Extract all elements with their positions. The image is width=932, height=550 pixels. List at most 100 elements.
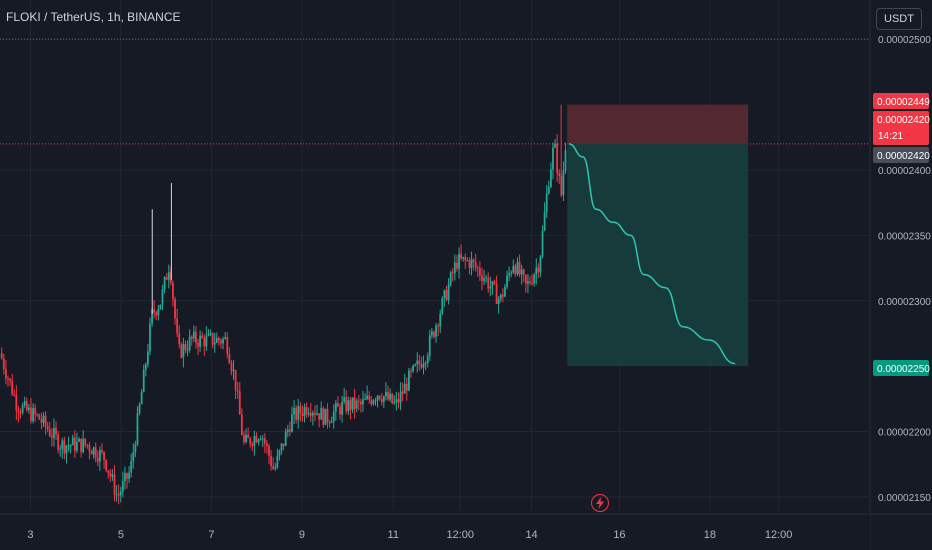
y-tick-label: 0.00002400 <box>878 166 931 177</box>
candle-body <box>65 445 68 454</box>
candle-body <box>176 318 179 334</box>
take-profit-zone <box>567 143 749 367</box>
candle-body <box>192 331 195 339</box>
x-tick-label: 14 <box>525 529 537 541</box>
x-tick-label: 7 <box>208 529 214 541</box>
candle-body <box>476 267 479 269</box>
x-tick-label: 16 <box>613 529 625 541</box>
candle-body <box>188 336 191 350</box>
x-tick-label: 5 <box>118 529 124 541</box>
candle-body <box>230 362 233 371</box>
candle-body <box>362 399 364 405</box>
candle-body <box>426 355 429 363</box>
candle-body <box>61 440 64 449</box>
candle-body <box>430 331 433 336</box>
candle-body <box>263 438 266 444</box>
candle-body <box>405 383 408 391</box>
candle-body <box>489 286 492 289</box>
candle-body <box>439 313 442 327</box>
candle-body <box>487 277 490 289</box>
candle-body <box>341 401 343 415</box>
candle-body <box>399 391 402 403</box>
candle-body <box>447 284 450 301</box>
lightning-event-icon[interactable] <box>591 494 609 512</box>
candle-body <box>345 397 348 412</box>
countdown-label: 14:21 <box>878 131 903 142</box>
candle-body <box>9 378 11 381</box>
candle-body <box>115 494 118 496</box>
stop-loss-zone <box>567 104 749 144</box>
candle-body <box>522 269 525 276</box>
candle-body <box>520 269 523 275</box>
candle-body <box>516 261 519 275</box>
candle-body <box>474 261 477 268</box>
candle-body <box>234 369 237 391</box>
candle-body <box>305 407 308 415</box>
candle-body <box>203 338 206 347</box>
candle-body <box>121 480 124 492</box>
candle-body <box>435 325 437 337</box>
candle-body <box>144 364 147 370</box>
candle-body <box>420 364 423 368</box>
price-label: 0.00002449 <box>877 97 930 108</box>
candle-body <box>410 370 412 372</box>
candle-body <box>17 410 20 413</box>
candle-body <box>96 458 99 462</box>
x-tick-label: 9 <box>299 529 305 541</box>
candle-body <box>98 450 101 462</box>
candle-body <box>249 437 252 445</box>
candle-body <box>228 353 231 363</box>
candle-body <box>485 277 488 279</box>
candle-body <box>491 281 494 287</box>
candle-body <box>288 429 291 432</box>
candle-body <box>320 408 323 420</box>
candle-body <box>366 395 369 400</box>
candle-body <box>370 399 373 404</box>
candle-body <box>518 261 521 275</box>
candle-body <box>359 401 362 405</box>
candle-body <box>385 391 387 397</box>
candle-body <box>408 370 410 391</box>
candle-body <box>380 398 383 403</box>
candle-body <box>82 438 85 453</box>
candle-body <box>401 391 404 394</box>
candle-body <box>349 400 352 410</box>
candle-body <box>330 421 333 423</box>
candle-body <box>238 391 241 415</box>
candle-body <box>501 294 504 297</box>
candle-body <box>458 253 460 269</box>
candle-body <box>32 407 34 422</box>
candle-body <box>483 278 485 281</box>
candle-body <box>353 397 356 409</box>
candle-body <box>393 401 396 403</box>
candle-body <box>27 407 30 411</box>
x-tick-label: 18 <box>704 529 716 541</box>
candle-body <box>240 414 243 435</box>
candle-body <box>324 408 327 425</box>
candle-body <box>303 407 306 417</box>
candle-body <box>21 405 24 413</box>
candle-body <box>36 414 39 416</box>
candle-body <box>414 364 417 366</box>
currency-selector-button[interactable]: USDT <box>876 8 922 30</box>
candle-body <box>549 169 552 188</box>
candle-body <box>531 283 533 285</box>
candle-body <box>53 427 55 438</box>
candle-body <box>451 272 454 274</box>
candle-body <box>286 429 289 432</box>
candle-body <box>186 349 189 351</box>
candle-body <box>472 259 475 262</box>
candle-body <box>101 450 103 452</box>
candle-body <box>395 399 398 402</box>
candle-body <box>295 408 298 420</box>
candle-body <box>86 444 89 446</box>
candle-body <box>508 273 511 276</box>
candle-body <box>217 337 220 341</box>
y-tick-label: 0.00002300 <box>878 297 931 308</box>
candle-body <box>418 360 421 365</box>
candle-body <box>111 474 114 477</box>
candle-body <box>326 408 329 423</box>
candle-body <box>355 400 358 409</box>
candle-body <box>547 187 550 194</box>
